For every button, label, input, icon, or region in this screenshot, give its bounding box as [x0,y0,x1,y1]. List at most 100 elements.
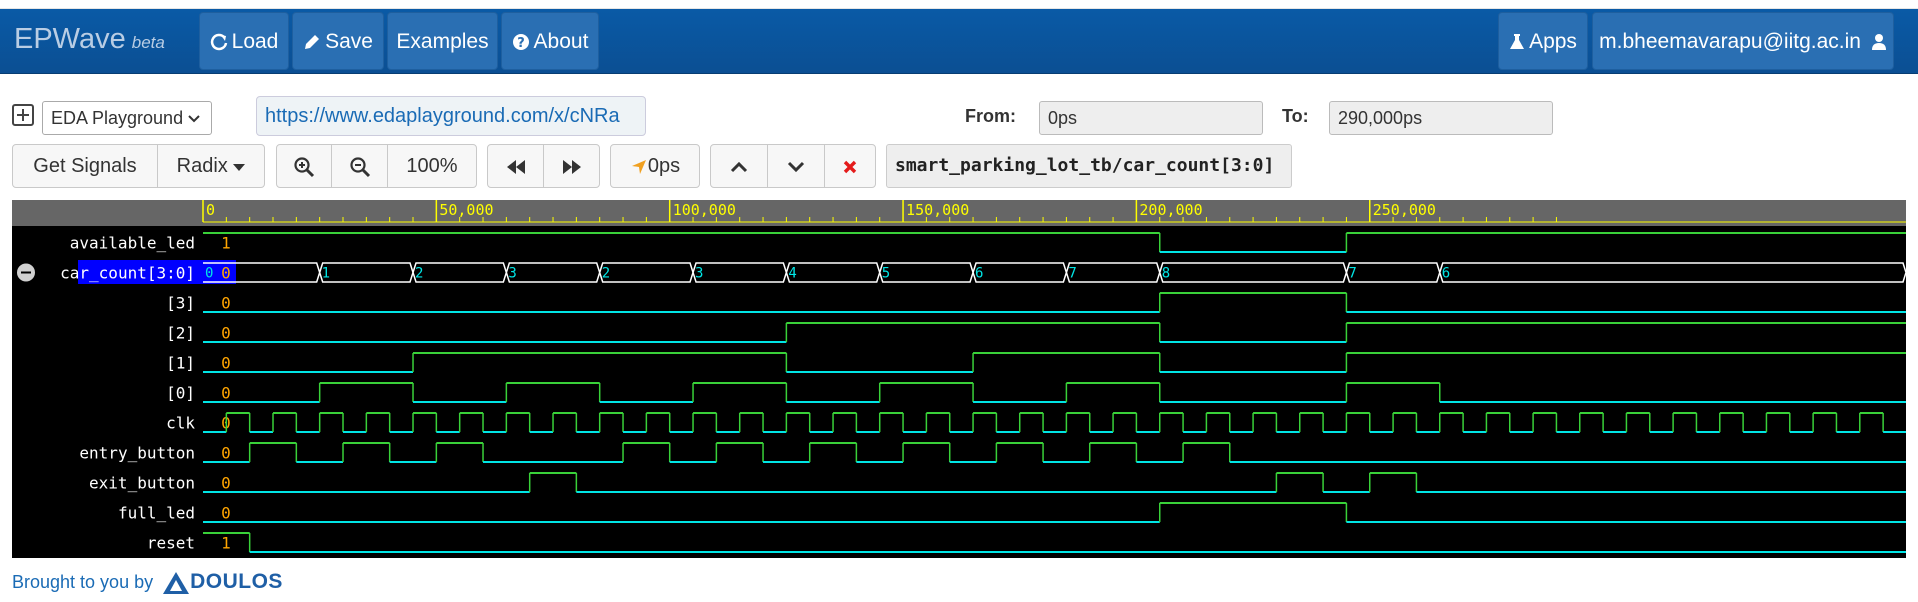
signal-row[interactable]: [1] 0 [166,354,231,373]
from-input[interactable]: 0ps [1039,101,1263,135]
bus-value-label: 8 [1162,266,1170,282]
bus-segment [1158,262,1348,283]
signal-value: 0 [221,264,231,283]
ruler-tick-label: 250,000 [1373,201,1436,219]
examples-button[interactable]: Examples [387,12,498,70]
signal-name[interactable]: [1] [166,354,195,373]
about-button[interactable]: ? About [501,12,599,70]
bus-segment [785,262,881,283]
waveform-viewer[interactable]: 0 50,000 100,000 150,000 200,000 250,000 avai… [12,200,1906,558]
zoom-in-button[interactable] [276,144,332,188]
signal-name[interactable]: full_led [118,504,195,523]
signal-row[interactable]: [3] 0 [166,294,231,313]
chevron-down-icon [188,115,200,123]
cursor-time-button[interactable]: 0ps [610,144,700,188]
selected-signal-path: smart_parking_lot_tb/car_count[3:0] [886,144,1292,188]
radix-label: Radix [176,155,228,177]
waveform-canvas[interactable]: 0 50,000 100,000 150,000 200,000 250,000 avai… [12,200,1906,558]
get-signals-button[interactable]: Get Signals [12,144,158,188]
to-label: To: [1282,106,1309,126]
load-label: Load [231,30,279,53]
selected-highlight [78,260,236,284]
to-input[interactable]: 290,000ps [1329,101,1553,135]
signal-row[interactable]: [2] 0 [166,324,231,343]
signal-name[interactable]: entry_button [79,444,195,463]
pencil-icon [305,35,320,50]
bus-value-label: 6 [975,266,983,282]
signal-name[interactable]: clk [166,414,195,433]
jump-end-button[interactable] [543,144,600,188]
signal-row[interactable]: car_count[3:0] 0 [17,260,236,284]
flask-icon [1510,34,1525,50]
bus-value-label: 7 [1348,266,1356,282]
ruler-tick-label: 150,000 [906,201,969,219]
signal-row[interactable]: full_led 0 [118,504,231,523]
from-label: From: [965,106,1016,126]
signal-name[interactable]: car_count[3:0] [60,264,195,283]
signal-row[interactable]: reset 1 [147,534,231,553]
ruler-tick-label: 50,000 [439,201,493,219]
doulos-logo-icon[interactable] [162,571,190,595]
signal-row[interactable]: available_led 1 [70,234,231,253]
signal-trace [203,352,1906,373]
bus-value-label: 3 [695,266,703,282]
expand-panel-button[interactable] [12,104,34,126]
bus-segment [1438,262,1906,283]
signal-value: 0 [221,504,231,523]
ruler-tick-label: 200,000 [1139,201,1202,219]
zoom-out-button[interactable] [331,144,388,188]
save-label: Save [325,30,373,53]
signal-trace [203,232,1906,253]
brand-beta: beta [131,33,165,52]
cursor-time: 0ps [647,155,681,177]
radix-button[interactable]: Radix [157,144,265,188]
signal-name[interactable]: exit_button [89,474,195,493]
save-button[interactable]: Save [292,12,384,70]
refresh-icon [210,34,227,51]
doulos-logo[interactable]: DOULOS [190,570,283,593]
bus-value-label: 2 [415,266,423,282]
signal-value: 0 [221,354,231,373]
signal-name[interactable]: available_led [70,234,195,253]
apps-label: Apps [1529,30,1577,53]
playground-url-field[interactable]: https://www.edaplayground.com/x/cNRa [256,96,646,136]
zoom-level[interactable]: 100% [387,144,477,188]
signal-name[interactable]: [3] [166,294,195,313]
svg-text:?: ? [517,36,525,51]
bus-segment [505,262,601,283]
signal-trace [203,292,1906,313]
signal-name[interactable]: [0] [166,384,195,403]
signal-value: 1 [221,234,231,253]
signal-trace: 0 1 2 3 2 3 4 5 6 7 8 7 6 [203,262,1906,283]
remove-signal-button[interactable] [824,144,876,188]
footer-text: Brought to you by [12,572,154,592]
signal-name[interactable]: [2] [166,324,195,343]
jump-start-button[interactable] [487,144,544,188]
time-ruler[interactable]: 0 50,000 100,000 150,000 200,000 250,000 [202,200,1906,223]
caret-down-icon [233,164,246,171]
load-button[interactable]: Load [199,12,289,70]
signal-trace [203,322,1906,343]
signal-value: 0 [221,474,231,493]
apps-button[interactable]: Apps [1498,12,1588,70]
signal-trace [203,442,1906,463]
bus-value-label: 0 [205,266,213,282]
bus-segment [692,262,788,283]
playground-select[interactable]: EDA Playground [42,101,212,135]
user-menu-button[interactable]: m.bheemavarapu@iitg.ac.in [1592,12,1894,70]
move-up-button[interactable] [710,144,768,188]
move-down-button[interactable] [767,144,825,188]
brand[interactable]: EPWave beta [14,23,165,56]
user-label: m.bheemavarapu@iitg.ac.in [1599,30,1861,53]
signal-row[interactable]: exit_button 0 [89,474,231,493]
top-strip [0,0,1918,9]
signal-row[interactable]: entry_button 0 [79,444,230,463]
bus-segment [598,262,694,283]
backward-icon [506,159,525,174]
signal-row[interactable]: [0] 0 [166,384,231,403]
signal-trace [203,502,1906,523]
playground-select-value: EDA Playground [51,108,184,128]
signal-name[interactable]: reset [147,534,195,553]
ruler-tick-label: 0 [206,201,215,219]
